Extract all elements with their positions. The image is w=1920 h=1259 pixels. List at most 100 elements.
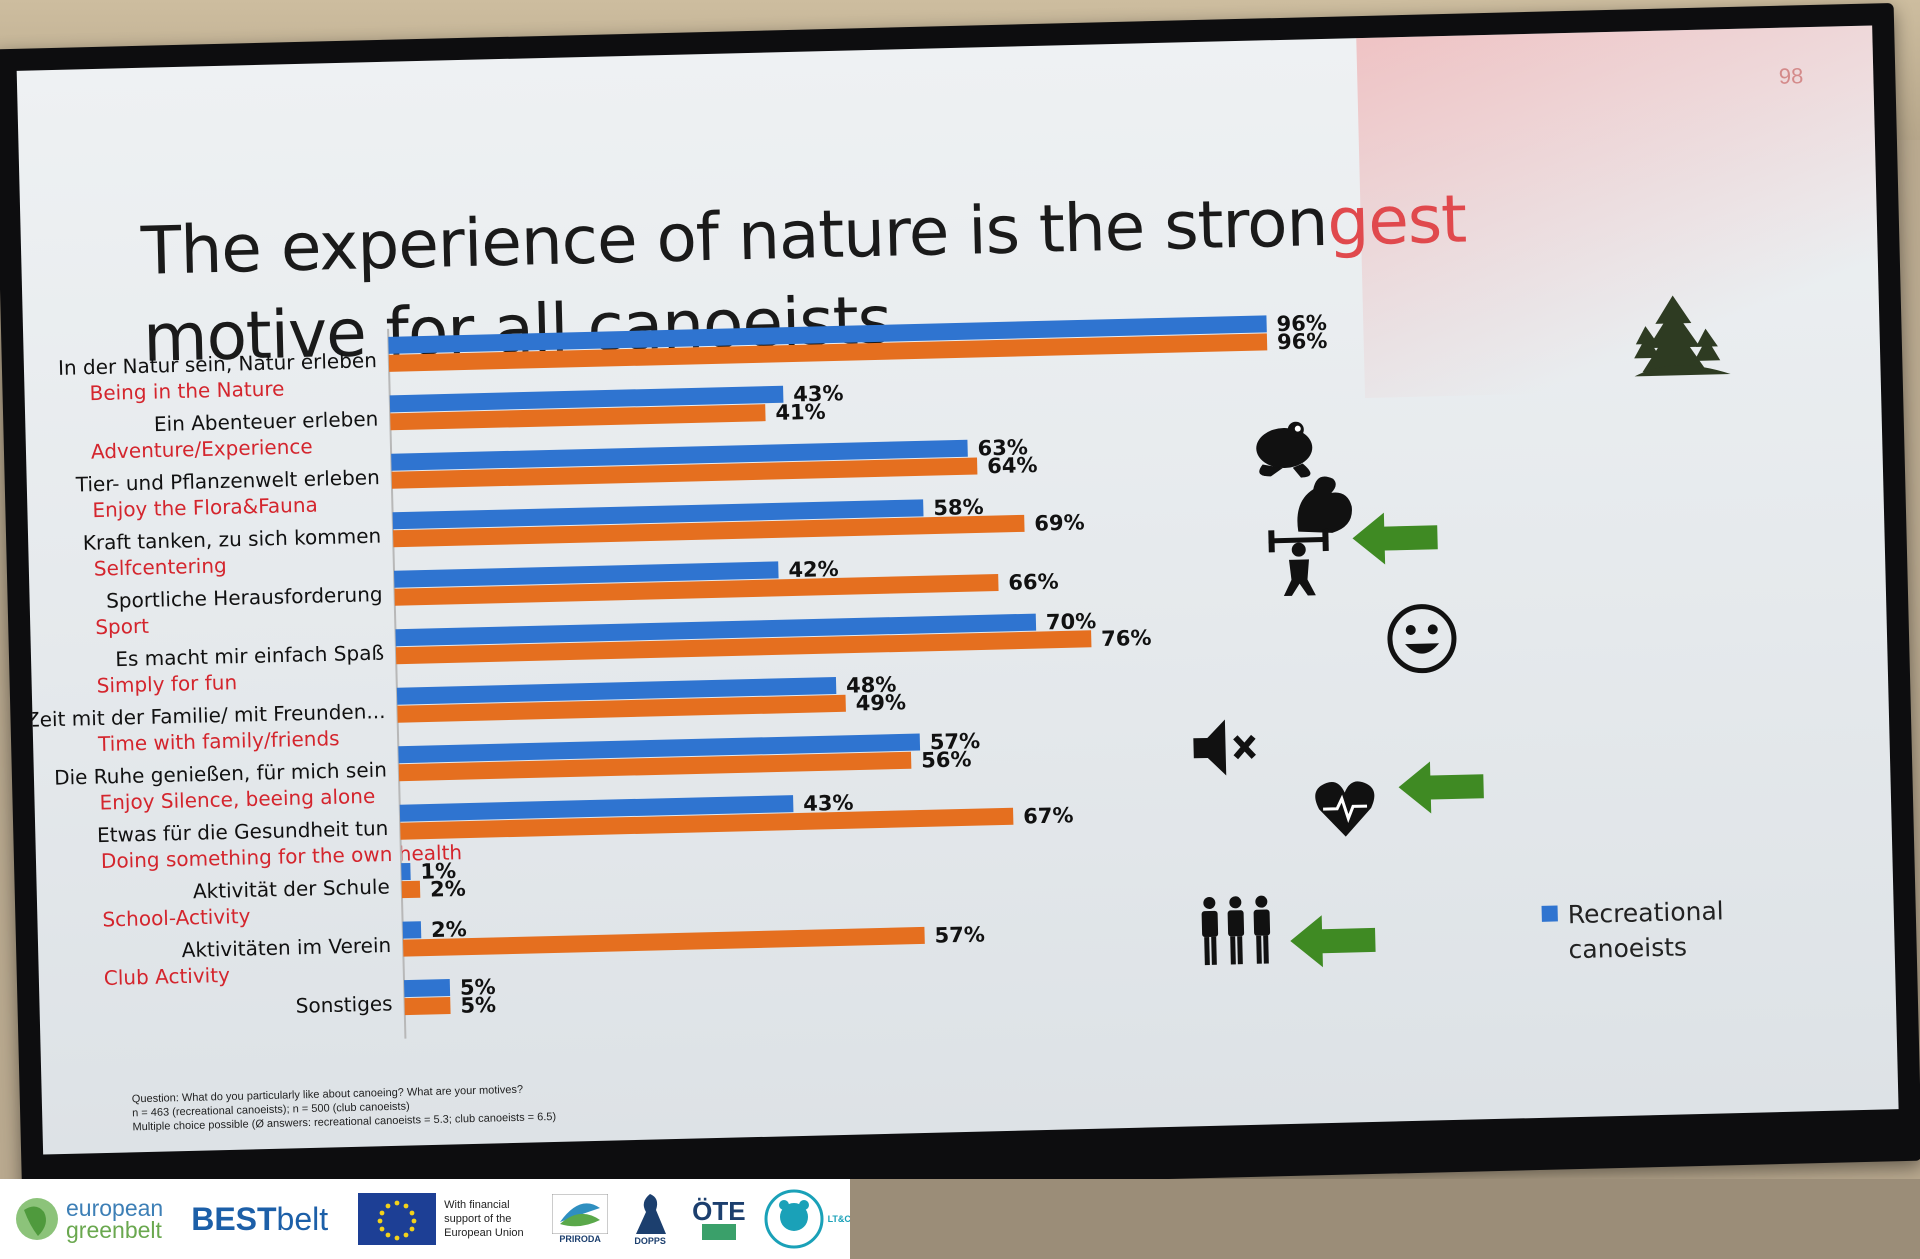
floor-background bbox=[850, 1179, 1920, 1259]
value-label-recreational: 43% bbox=[793, 381, 844, 406]
bar-recreational bbox=[392, 499, 924, 530]
bar-recreational bbox=[393, 561, 779, 588]
logo-ote: ÖTE bbox=[692, 1196, 746, 1240]
value-label-club: 76% bbox=[1101, 626, 1152, 651]
greenbelt-globe-icon bbox=[16, 1198, 58, 1240]
arrow-sport bbox=[1352, 512, 1438, 565]
bar-recreational bbox=[388, 315, 1267, 354]
chart-axis-line bbox=[387, 328, 407, 1039]
trees-icon bbox=[1634, 295, 1731, 377]
value-label-club: 67% bbox=[1023, 803, 1074, 828]
bar-club bbox=[403, 926, 925, 957]
category-label-de: Kraft tanken, zu sich kommen bbox=[83, 524, 382, 555]
bar-club bbox=[394, 574, 999, 606]
value-label-recreational: 1% bbox=[420, 859, 456, 884]
muscle-arm-icon bbox=[1297, 476, 1352, 533]
priroda-leaf-icon bbox=[552, 1194, 609, 1234]
bar-club bbox=[391, 457, 978, 489]
bar-club bbox=[398, 751, 912, 782]
category-label-de: In der Natur sein, Natur erleben bbox=[58, 348, 377, 380]
logo-eu: With financial support of the European U… bbox=[358, 1193, 534, 1245]
group-icon bbox=[1201, 895, 1271, 966]
bar-recreational bbox=[389, 385, 784, 413]
value-label-club: 2% bbox=[430, 877, 466, 902]
value-label-club: 64% bbox=[987, 453, 1038, 478]
value-label-recreational: 58% bbox=[933, 495, 984, 520]
slide-screen: 98 The experience of nature is the stron… bbox=[16, 25, 1899, 1155]
category-label-de: Sportliche Herausforderung bbox=[106, 582, 383, 613]
value-label-club: 69% bbox=[1034, 510, 1085, 535]
logo-european-greenbelt: european greenbelt bbox=[14, 1196, 163, 1242]
category-label-de: Tier- und Pflanzenwelt erleben bbox=[75, 465, 380, 496]
category-label-en: Enjoy the Flora&Fauna bbox=[92, 493, 318, 522]
bar-club bbox=[400, 807, 1014, 840]
category-label-de: Ein Abenteuer erleben bbox=[154, 407, 379, 436]
category-label-en: Sport bbox=[95, 614, 149, 639]
logo-ltc: LT&C bbox=[764, 1189, 851, 1249]
value-label-recreational: 43% bbox=[803, 791, 854, 816]
priroda-text: PRIRODA bbox=[559, 1234, 601, 1244]
value-label-club: 41% bbox=[775, 400, 826, 425]
partner-logo-bar: european greenbelt BEST belt With financi… bbox=[0, 1179, 851, 1259]
ote-emblem-icon bbox=[701, 1224, 736, 1240]
value-label-recreational: 57% bbox=[930, 729, 981, 754]
bestbelt-b: belt bbox=[276, 1200, 329, 1237]
legend-swatch-recreational bbox=[1541, 905, 1558, 922]
logo-priroda: PRIRODA bbox=[552, 1194, 609, 1244]
bars bbox=[388, 315, 1268, 1016]
weightlifter-icon bbox=[1268, 528, 1329, 597]
bar-recreational bbox=[404, 979, 451, 998]
bar-recreational bbox=[402, 921, 422, 939]
category-label-en: Adventure/Experience bbox=[91, 434, 313, 463]
dopps-bird-icon bbox=[636, 1194, 667, 1234]
value-labels: 96%96%43%41%63%64%58%69%42%66%70%76%48%4… bbox=[420, 311, 1328, 1018]
ote-text: ÖTE bbox=[692, 1196, 746, 1226]
value-label-recreational: 2% bbox=[431, 917, 467, 942]
bar-recreational bbox=[396, 677, 837, 705]
category-label-en: Selfcentering bbox=[94, 553, 227, 580]
egb-line2: greenbelt bbox=[66, 1217, 162, 1243]
category-label-en: Being in the Nature bbox=[89, 376, 284, 405]
bar-club bbox=[393, 514, 1025, 548]
category-label-de: Aktivität der Schule bbox=[193, 874, 390, 903]
eu-flag-icon bbox=[358, 1193, 437, 1245]
value-label-club: 56% bbox=[921, 747, 972, 772]
bar-club bbox=[404, 997, 451, 1016]
dopps-text: DOPPS bbox=[634, 1236, 666, 1246]
bar-recreational bbox=[398, 733, 921, 764]
value-label-club: 57% bbox=[934, 922, 985, 947]
egb-line1: european bbox=[66, 1195, 164, 1221]
bar-club bbox=[397, 694, 846, 723]
bestbelt-a: BEST bbox=[191, 1200, 277, 1237]
value-label-recreational: 96% bbox=[1276, 311, 1327, 336]
category-label-en: School-Activity bbox=[102, 904, 251, 932]
category-label-de: Es macht mir einfach Spaß bbox=[115, 641, 384, 672]
bar-club bbox=[390, 404, 766, 431]
bar-recreational bbox=[395, 613, 1037, 647]
logo-bestbelt: BEST belt bbox=[191, 1201, 328, 1238]
frog-icon bbox=[1256, 421, 1313, 478]
bar-recreational bbox=[391, 439, 968, 471]
legend-label-line1: Recreational bbox=[1567, 896, 1724, 929]
logo-dopps: DOPPS bbox=[630, 1192, 670, 1246]
value-label-club: 49% bbox=[855, 690, 906, 715]
bar-club bbox=[388, 333, 1268, 372]
value-label-club: 96% bbox=[1277, 329, 1328, 354]
bar-recreational bbox=[399, 795, 794, 822]
category-label-de: Sonstiges bbox=[295, 991, 392, 1017]
bar-club bbox=[401, 880, 421, 899]
legend-label-line2: canoeists bbox=[1568, 932, 1687, 964]
category-label-en: Club Activity bbox=[104, 963, 231, 990]
category-label-en: Enjoy Silence, beeing alone bbox=[99, 784, 375, 815]
tv-monitor: 98 The experience of nature is the stron… bbox=[0, 2, 1920, 1208]
category-label-en: Simply for fun bbox=[96, 670, 237, 697]
value-label-recreational: 48% bbox=[846, 673, 897, 698]
arrow-health bbox=[1398, 761, 1484, 814]
motive-icons bbox=[1193, 295, 1731, 966]
chart-legend: Recreational canoeists bbox=[1541, 896, 1724, 964]
value-label-recreational: 42% bbox=[788, 557, 839, 582]
ltc-bear-icon bbox=[764, 1189, 824, 1249]
eu-support-text: With financial support of the European U… bbox=[444, 1199, 524, 1239]
